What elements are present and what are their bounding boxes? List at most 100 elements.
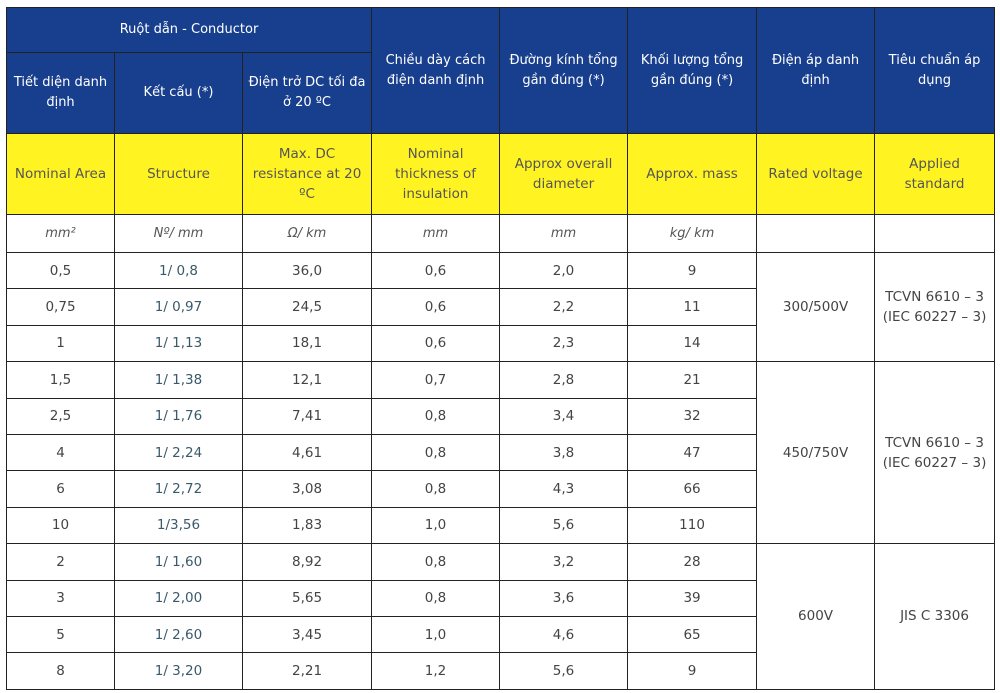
unit-voltage [756,214,876,253]
cell-diameter: 2,8 [499,361,629,399]
cell-resistance: 18,1 [241,324,373,363]
table-row: 4 1/ 2,24 4,61 0,8 3,8 47 [6,433,995,472]
cell-mass: 28 [627,543,758,581]
header-standard-vi: Tiêu chuẩn áp dụng [874,7,996,134]
cell-nominal-area: 1 [6,324,115,363]
header-structure-vi: Kết cấu (*) [114,52,243,134]
cell-structure: 1/ 0,8 [114,251,243,290]
cell-diameter: 5,6 [499,652,629,690]
cell-insulation: 0,8 [371,579,501,617]
cell-diameter: 2,3 [499,324,629,363]
cell-insulation: 1,0 [371,615,501,654]
header-resistance-vi: Điện trở DC tối đa ở 20 ºC [241,52,373,134]
cell-voltage: 300/500V [756,251,876,363]
header-mass-en: Approx. mass [627,133,758,215]
cell-mass: 9 [627,652,758,690]
table-row: 1,5 1/ 1,38 12,1 0,7 2,8 21 450/750V TCVN 6610 … [6,361,996,545]
cell-insulation: 0,7 [371,361,501,399]
cell-diameter: 3,2 [499,543,629,581]
cell-voltage: 600V [756,543,876,690]
unit-insulation: mm [371,214,501,253]
cell-nominal-area: 10 [6,506,115,545]
cell-structure: 1/ 1,76 [114,397,243,435]
cell-standard: TCVN 6610 – 3 (IEC 60227 – 3) [874,361,996,545]
cell-structure: 1/ 1,60 [114,543,243,581]
table-row: 5 1/ 2,60 3,45 1,0 4,6 65 [6,615,995,654]
cell-nominal-area: 2 [6,543,115,581]
cell-mass: 47 [627,433,758,472]
cell-voltage: 450/750V [756,361,876,545]
cell-mass: 32 [627,397,758,435]
header-diameter-vi: Đường kính tổng gần đúng (*) [499,7,629,134]
cell-insulation: 0,8 [371,397,501,435]
table-row: 0,5 1/ 0,8 36,0 0,6 2,0 9 300/500V TCVN 6610 – … [6,251,996,363]
cell-structure: 1/ 2,00 [114,579,243,617]
cell-diameter: 2,2 [499,288,629,326]
cell-mass: 21 [627,361,758,399]
cell-resistance: 5,65 [241,579,373,617]
header-structure-en: Structure [114,133,243,215]
table-row: 10 1/3,56 1,83 1,0 5,6 110 [6,506,995,545]
cell-resistance: 2,21 [241,652,373,690]
cell-resistance: 1,83 [241,506,373,545]
cell-insulation: 0,6 [371,324,501,363]
cell-insulation: 0,6 [371,288,501,326]
cell-nominal-area: 4 [6,433,115,472]
unit-nominal-area: mm² [6,214,115,253]
cell-nominal-area: 3 [6,579,115,617]
header-nominal-area-vi: Tiết diện danh định [6,52,115,134]
table-row: 1 1/ 1,13 18,1 0,6 2,3 14 [6,324,995,363]
cell-resistance: 3,45 [241,615,373,654]
cell-diameter: 3,4 [499,397,629,435]
header-insulation-vi: Chiều dày cách điện danh định [371,7,501,134]
cell-structure: 1/ 3,20 [114,652,243,690]
table-row: 0,75 1/ 0,97 24,5 0,6 2,2 11 [6,288,995,326]
header-nominal-area-en: Nominal Area [6,133,115,215]
cell-standard: JIS C 3306 [874,543,996,690]
cell-structure: 1/ 2,24 [114,433,243,472]
unit-resistance: Ω/ km [241,214,373,253]
cell-diameter: 3,8 [499,433,629,472]
cell-resistance: 12,1 [241,361,373,399]
header-mass-vi: Khối lượng tổng gần đúng (*) [627,7,758,134]
cell-diameter: 2,0 [499,251,629,290]
cell-structure: 1/ 0,97 [114,288,243,326]
cell-structure: 1/ 2,60 [114,615,243,654]
cell-insulation: 0,8 [371,470,501,508]
header-voltage-en: Rated voltage [756,133,876,215]
cell-insulation: 0,6 [371,251,501,290]
cell-mass: 65 [627,615,758,654]
cable-spec-table: Ruột dẫn - Conductor Chiều dày cách điện… [5,7,996,690]
cell-diameter: 4,3 [499,470,629,508]
cell-mass: 9 [627,251,758,290]
cell-diameter: 4,6 [499,615,629,654]
cell-resistance: 7,41 [241,397,373,435]
table-row: 2 1/ 1,60 8,92 0,8 3,2 28 600V JIS C 3306 [6,543,996,690]
header-insulation-en: Nominal thickness of insulation [371,133,501,215]
table-row: 8 1/ 3,20 2,21 1,2 5,6 9 [6,652,995,690]
header-diameter-en: Approx overall diameter [499,133,629,215]
cell-insulation: 0,8 [371,433,501,472]
cell-insulation: 1,2 [371,652,501,690]
cell-nominal-area: 6 [6,470,115,508]
unit-mass: kg/ km [627,214,758,253]
cell-nominal-area: 2,5 [6,397,115,435]
cell-nominal-area: 5 [6,615,115,654]
cell-resistance: 24,5 [241,288,373,326]
unit-diameter: mm [499,214,629,253]
cell-diameter: 3,6 [499,579,629,617]
cell-insulation: 0,8 [371,543,501,581]
cell-mass: 39 [627,579,758,617]
cell-structure: 1/ 1,13 [114,324,243,363]
cell-nominal-area: 0,75 [6,288,115,326]
cell-diameter: 5,6 [499,506,629,545]
cell-standard: TCVN 6610 – 3 (IEC 60227 – 3) [874,251,996,363]
header-standard-en: Applied standard [874,133,996,215]
cell-mass: 14 [627,324,758,363]
cell-resistance: 36,0 [241,251,373,290]
cell-mass: 11 [627,288,758,326]
unit-structure: Nº/ mm [114,214,243,253]
cell-structure: 1/3,56 [114,506,243,545]
table-row: 3 1/ 2,00 5,65 0,8 3,6 39 [6,579,995,617]
unit-standard [874,214,996,253]
